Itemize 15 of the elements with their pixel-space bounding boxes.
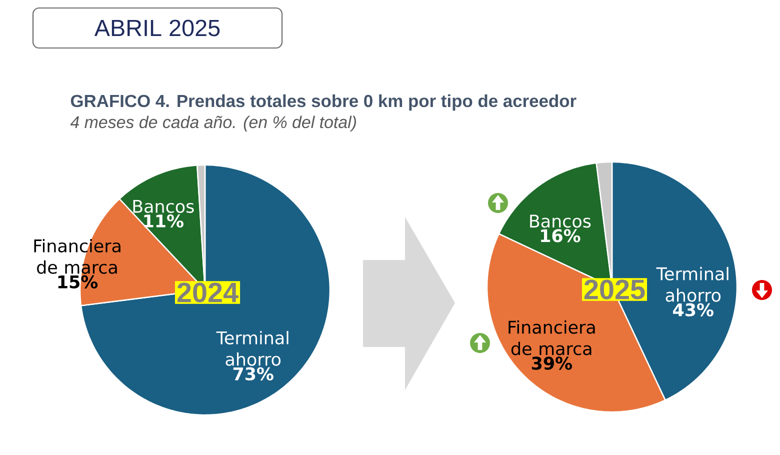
slice-label: Financiera de marca xyxy=(508,320,595,356)
data-label: 39% xyxy=(532,356,572,370)
data-label: 16% xyxy=(541,229,580,242)
text: 2024 xyxy=(177,282,238,302)
text: GRAFICO 4. Prendas totales sobre 0 km por tipo de acreedor xyxy=(70,94,576,111)
data-label: 11% xyxy=(144,214,184,228)
data-label: 73% xyxy=(233,367,274,380)
data-label: 43% xyxy=(673,303,714,316)
text: ABRIL 2025 xyxy=(94,20,220,36)
slice-label: Terminal ahorro xyxy=(216,330,288,366)
text: 2025 xyxy=(584,280,645,300)
slice-label: Bancos xyxy=(530,214,591,228)
slice-label: Bancos xyxy=(133,200,194,213)
slice-label: Terminal ahorro xyxy=(656,266,728,302)
text: 4 meses de cada año. (en % del total) xyxy=(70,116,356,132)
